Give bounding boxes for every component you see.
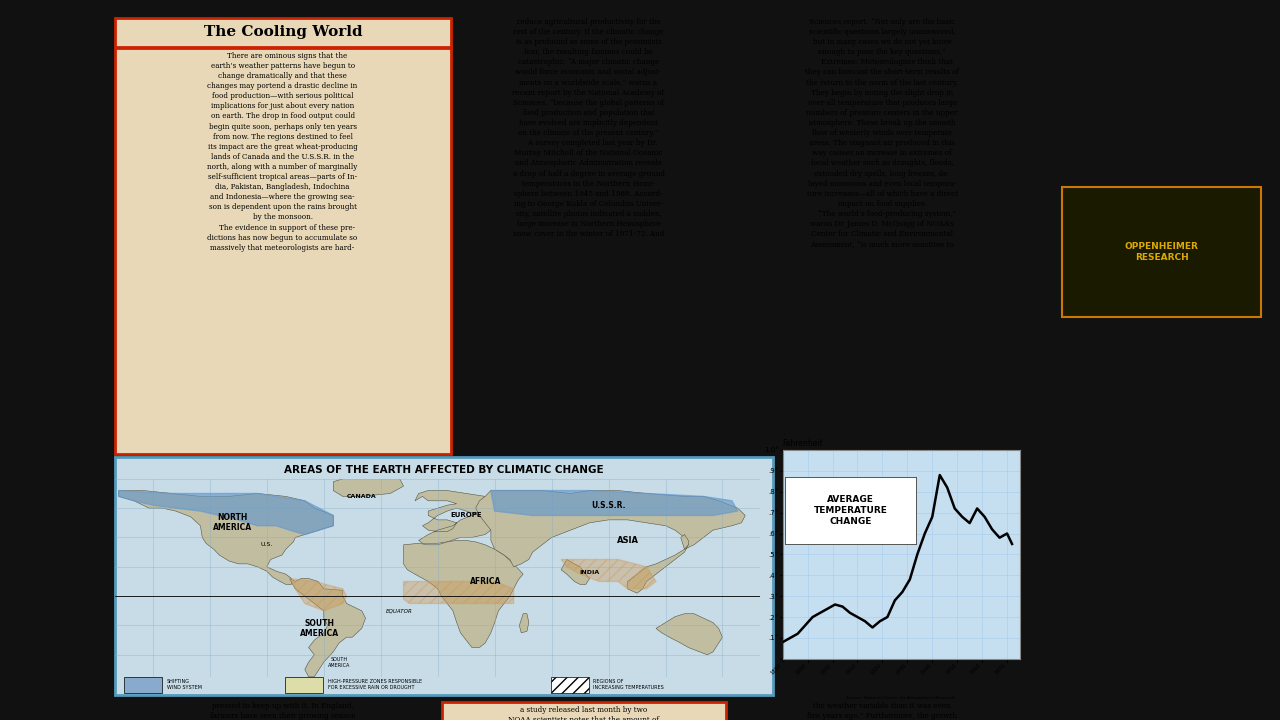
Text: pressed to keep up with it. In England,
farmers have seen their growing season
d: pressed to keep up with it. In England, … <box>207 702 358 720</box>
Text: SOUTH
AMERICA: SOUTH AMERICA <box>328 657 351 667</box>
Polygon shape <box>403 541 524 647</box>
Bar <box>1062 187 1261 317</box>
Text: INDIA: INDIA <box>580 570 600 575</box>
Bar <box>115 48 451 454</box>
Bar <box>285 677 324 693</box>
Polygon shape <box>289 579 366 677</box>
Polygon shape <box>561 559 590 585</box>
Text: SOUTH
AMERICA: SOUTH AMERICA <box>301 618 339 638</box>
Text: Fahrenheit: Fahrenheit <box>782 438 823 448</box>
Polygon shape <box>119 490 333 534</box>
Polygon shape <box>490 490 737 516</box>
Text: SHIFTING
WIND SYSTEM: SHIFTING WIND SYSTEM <box>166 680 202 690</box>
Polygon shape <box>119 490 333 585</box>
Text: Sciences report. “Not only are the basic
scientific questions largely unanswered: Sciences report. “Not only are the basic… <box>805 18 959 248</box>
Text: U.S.: U.S. <box>261 542 273 547</box>
Text: HIGH-PRESSURE ZONES RESPONSIBLE
FOR EXCESSIVE RAIN OR DROUGHT: HIGH-PRESSURE ZONES RESPONSIBLE FOR EXCE… <box>328 680 422 690</box>
Polygon shape <box>681 534 689 549</box>
Polygon shape <box>520 613 529 633</box>
Bar <box>124 677 163 693</box>
Text: AFRICA: AFRICA <box>470 577 500 586</box>
Text: Source: National Center for Atmospheric Research: Source: National Center for Atmospheric … <box>846 696 956 701</box>
Polygon shape <box>415 490 494 544</box>
Text: REGIONS OF
INCREASING TEMPERATURES: REGIONS OF INCREASING TEMPERATURES <box>594 680 664 690</box>
Text: U.S.S.R.: U.S.S.R. <box>591 500 626 510</box>
Polygon shape <box>403 582 513 603</box>
Text: EQUATOR: EQUATOR <box>387 608 413 613</box>
Bar <box>550 677 589 693</box>
Text: reduce agricultural productivity for the
rest of the century. If the climatic ch: reduce agricultural productivity for the… <box>512 18 664 238</box>
Text: ASIA: ASIA <box>617 536 639 545</box>
Text: The Cooling World: The Cooling World <box>205 25 362 40</box>
Text: There are ominous signs that the
earth’s weather patterns have begun to
change d: There are ominous signs that the earth’s… <box>207 52 358 252</box>
Text: the weather variable than it was even
five years ago.” Furthermore, the growth
o: the weather variable than it was even fi… <box>806 702 959 720</box>
Polygon shape <box>657 613 722 654</box>
Polygon shape <box>333 472 403 496</box>
Text: CANADA: CANADA <box>347 494 376 499</box>
Text: OPPENHEIMER
RESEARCH: OPPENHEIMER RESEARCH <box>1125 243 1198 261</box>
Polygon shape <box>289 579 347 611</box>
Bar <box>115 457 773 695</box>
Polygon shape <box>476 490 745 593</box>
Text: EUROPE: EUROPE <box>451 513 483 518</box>
Bar <box>442 702 726 720</box>
Text: a study released last month by two
NOAA scientists notes that the amount of
suns: a study released last month by two NOAA … <box>507 706 660 720</box>
Bar <box>115 18 451 47</box>
Text: NORTH
AMERICA: NORTH AMERICA <box>212 513 252 533</box>
Polygon shape <box>561 559 657 589</box>
Text: AREAS OF THE EARTH AFFECTED BY CLIMATIC CHANGE: AREAS OF THE EARTH AFFECTED BY CLIMATIC … <box>284 465 604 475</box>
Text: AVERAGE
TEMPERATURE
CHANGE: AVERAGE TEMPERATURE CHANGE <box>814 495 887 526</box>
